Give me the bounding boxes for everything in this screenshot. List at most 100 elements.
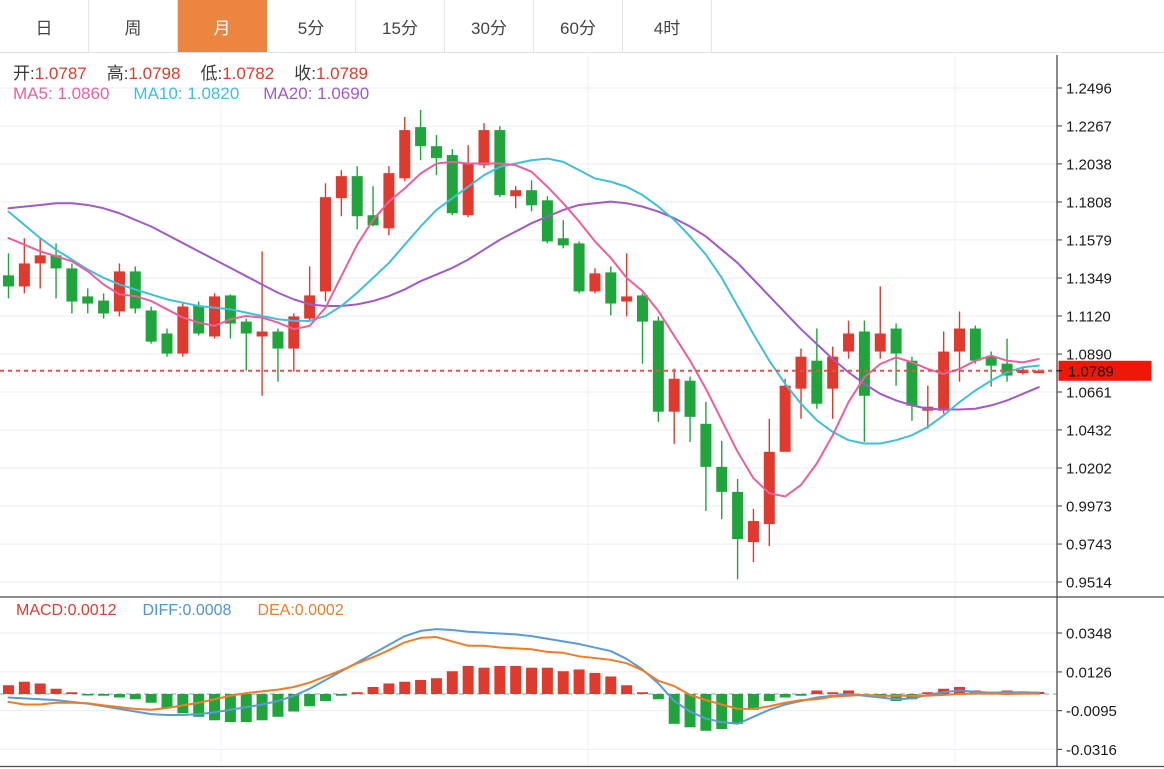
macd-bar <box>668 694 680 724</box>
last-price-value: 1.0789 <box>1068 363 1114 380</box>
macd-bar <box>621 685 633 694</box>
close-value: 1.0789 <box>315 64 368 83</box>
candle-body <box>18 263 30 287</box>
tab-4hour[interactable]: 4时 <box>623 0 712 52</box>
tab-month[interactable]: 月 <box>178 0 267 52</box>
macd-bar <box>795 694 807 696</box>
macd-bar <box>510 665 522 694</box>
timeframe-tabs: 日周月 5分 15分 30分 60分 4时 <box>0 0 1164 53</box>
candle-body <box>1017 369 1029 374</box>
price-axis-label: 1.1349 <box>1066 271 1112 288</box>
candle-body <box>145 310 157 342</box>
candle-body <box>304 295 316 319</box>
macd-bar <box>50 688 62 694</box>
tab-15min[interactable]: 15分 <box>356 0 445 52</box>
candle-body <box>66 268 78 302</box>
candle-body <box>113 271 125 312</box>
tab-60min[interactable]: 60分 <box>534 0 623 52</box>
low-value: 1.0782 <box>222 64 275 83</box>
macd-bar <box>113 694 125 698</box>
macd-bar <box>18 681 30 694</box>
macd-bar <box>763 694 775 702</box>
candle-body <box>938 351 950 411</box>
tab-day[interactable]: 日 <box>0 0 89 52</box>
candle-body <box>161 333 173 354</box>
macd-bar <box>320 694 331 702</box>
macd-bar <box>557 671 569 694</box>
macd-label: MACD: <box>16 602 68 619</box>
macd-bar <box>541 667 553 694</box>
macd-bar <box>129 694 141 700</box>
price-axis-label: 1.0890 <box>1066 347 1112 364</box>
macd-bar <box>716 694 728 730</box>
macd-bar <box>383 683 395 694</box>
macd-bar <box>209 694 221 721</box>
candle-body <box>732 491 744 540</box>
macd-bar <box>367 686 379 694</box>
price-axis-label: 1.0432 <box>1066 422 1112 439</box>
macd-bar <box>811 690 823 694</box>
high-value: 1.0798 <box>128 64 181 83</box>
ma5-label: MA5: <box>13 84 53 103</box>
macd-value: 0.0012 <box>67 602 117 619</box>
candle-body <box>890 328 902 354</box>
candle-body <box>526 190 538 206</box>
candle-body <box>985 356 997 366</box>
macd-bar <box>779 694 791 698</box>
candle-body <box>637 295 648 322</box>
macd-bar <box>747 694 759 710</box>
candle-body <box>906 360 918 406</box>
price-axis-label: 1.2496 <box>1066 81 1112 98</box>
candle-body <box>795 356 807 389</box>
ma5-line <box>7 160 1040 498</box>
price-axis-label: 0.9743 <box>1066 537 1112 554</box>
diff-line <box>7 628 1040 725</box>
candle-body <box>240 321 252 334</box>
macd-bar <box>288 694 300 712</box>
tab-5min[interactable]: 5分 <box>267 0 356 52</box>
price-axis-label: 1.2038 <box>1066 156 1112 173</box>
ma20-line <box>7 200 1040 411</box>
candle-body <box>858 331 870 396</box>
candle-body <box>3 275 14 287</box>
macd-bar <box>922 692 934 694</box>
candle-body <box>193 305 205 334</box>
macd-bar <box>256 694 268 721</box>
macd-bar <box>82 694 94 696</box>
macd-bar <box>34 683 46 694</box>
macd-bar <box>145 694 157 703</box>
ohlc-legend: 开:1.0787 高:1.0798 低:1.0782 收:1.0789 <box>13 59 388 84</box>
price-axis-label: 0.9514 <box>1066 575 1112 592</box>
macd-bar <box>272 694 284 717</box>
macd-bar <box>605 676 617 694</box>
price-axis-label: 0.9973 <box>1066 498 1112 515</box>
candle-body <box>177 306 189 354</box>
macd-bar <box>335 694 347 696</box>
candle-body <box>589 273 601 292</box>
diff-label: DIFF: <box>142 602 183 619</box>
candle-body <box>843 333 855 352</box>
macd-bar <box>304 694 316 707</box>
candle-body <box>1033 370 1045 374</box>
price-axis-label: 1.0661 <box>1066 384 1112 401</box>
candle-body <box>763 451 775 525</box>
tab-week[interactable]: 周 <box>89 0 178 52</box>
tab-30min[interactable]: 30分 <box>445 0 534 52</box>
candle-body <box>34 255 46 264</box>
macd-bar <box>415 679 427 694</box>
candle-body <box>969 328 981 361</box>
candle-body <box>827 356 839 389</box>
last-price-tag <box>1058 360 1152 381</box>
macd-legend: MACD:0.0012 DIFF:0.0008 DEA:0.0002 <box>16 602 344 620</box>
candle-body <box>779 385 791 452</box>
price-axis-label: 1.1808 <box>1066 194 1112 211</box>
macd-bar <box>827 692 839 694</box>
candle-body <box>1001 363 1013 376</box>
candle-body <box>209 296 221 337</box>
ma20-label: MA20: <box>263 84 313 103</box>
candle-body <box>954 328 965 352</box>
candle-body <box>747 521 759 543</box>
macd-axis-label: 0.0126 <box>1066 664 1112 681</box>
macd-bar <box>3 685 14 694</box>
